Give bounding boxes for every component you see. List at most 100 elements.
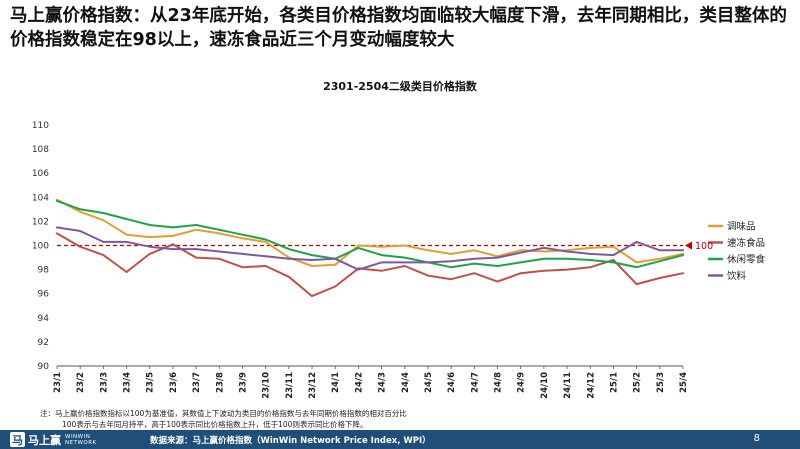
logo-icon: 马 xyxy=(10,432,25,447)
data-point xyxy=(56,232,58,235)
x-tick-label: 23/12 xyxy=(308,372,318,399)
data-point xyxy=(102,212,105,214)
data-point xyxy=(635,283,638,285)
x-tick-label: 24/6 xyxy=(447,372,457,393)
data-point xyxy=(380,254,383,257)
y-tick-label: 110 xyxy=(32,121,49,131)
data-point xyxy=(589,247,592,249)
data-point xyxy=(519,261,522,264)
data-point xyxy=(682,272,684,275)
footnote-line-1: 注：马上赢价格指数指标以100为基准值，其数值上下波动为类目的价格指数与去年同期… xyxy=(40,409,407,418)
page-number: 8 xyxy=(753,433,760,444)
data-point xyxy=(589,259,592,261)
x-tick-label: 23/11 xyxy=(285,372,295,399)
x-tick-label: 24/7 xyxy=(470,372,480,393)
x-tick-label: 24/5 xyxy=(424,372,434,393)
baseline-marker-icon xyxy=(685,241,692,250)
data-point xyxy=(496,280,499,283)
data-point xyxy=(264,240,267,243)
data-point xyxy=(311,295,313,298)
y-tick-label: 90 xyxy=(38,362,50,372)
data-point xyxy=(473,249,476,252)
data-point xyxy=(403,261,406,264)
data-point xyxy=(519,251,522,254)
data-point xyxy=(612,259,615,261)
data-point xyxy=(241,237,244,240)
data-point xyxy=(357,247,360,249)
data-point xyxy=(218,228,221,231)
data-point xyxy=(635,261,638,264)
x-tick-label: 23/7 xyxy=(192,372,202,393)
y-tick-label: 106 xyxy=(32,169,49,179)
series-line-休闲零食 xyxy=(56,199,684,269)
legend-label: 休闲零食 xyxy=(727,254,766,266)
data-point xyxy=(566,257,568,260)
x-tick-label: 23/9 xyxy=(238,372,248,393)
baseline-label: 100 xyxy=(695,241,713,252)
data-point xyxy=(218,232,221,235)
data-point xyxy=(334,285,337,288)
data-point xyxy=(450,278,453,281)
data-point xyxy=(403,244,406,247)
x-tick-label: 23/2 xyxy=(76,372,86,393)
data-point xyxy=(357,268,360,271)
data-point xyxy=(172,248,174,251)
data-point xyxy=(519,272,522,275)
data-point xyxy=(658,249,661,252)
data-point xyxy=(612,261,615,264)
y-tick-label: 94 xyxy=(38,314,50,324)
data-point xyxy=(218,257,221,260)
data-point xyxy=(264,255,267,258)
series-line-调味品 xyxy=(56,198,684,267)
data-point xyxy=(473,272,476,275)
data-point xyxy=(380,245,383,248)
data-point xyxy=(380,261,383,264)
line-chart: 90 92 94 96 98 100 102 104 106 108 110 23/1 23/2 23/3… xyxy=(32,121,766,399)
x-tick-label: 24/2 xyxy=(354,372,364,393)
footnote-line-2: 100表示与去年同月持平，高于100表示同比价格指数上升，低于100则表示同比价… xyxy=(62,420,368,429)
data-point xyxy=(241,253,244,255)
data-point xyxy=(612,245,615,248)
legend-label: 调味品 xyxy=(727,221,756,233)
data-point xyxy=(148,224,151,226)
data-point xyxy=(658,260,661,263)
data-point xyxy=(311,265,313,267)
logo-text: 马上赢 xyxy=(28,433,61,447)
x-tick-label: 25/2 xyxy=(633,372,643,393)
data-point xyxy=(287,275,290,278)
data-point xyxy=(56,200,58,202)
x-tick-label: 24/4 xyxy=(401,372,411,393)
data-point xyxy=(218,250,221,253)
data-point xyxy=(542,257,545,260)
data-point xyxy=(79,230,82,232)
y-tick-label: 100 xyxy=(32,242,49,252)
x-tick-label: 25/1 xyxy=(609,372,619,393)
data-point xyxy=(125,240,128,243)
data-point xyxy=(542,247,545,249)
data-point xyxy=(102,219,105,222)
data-point xyxy=(450,253,453,255)
data-point xyxy=(635,266,638,269)
data-point xyxy=(682,249,684,252)
x-tick-label: 24/11 xyxy=(563,372,573,399)
data-point xyxy=(427,249,429,252)
x-tick-label: 23/4 xyxy=(123,372,133,393)
data-point xyxy=(264,238,267,241)
data-point xyxy=(450,260,453,263)
data-point xyxy=(287,248,290,251)
y-tick-label: 92 xyxy=(38,338,49,348)
y-tick-label: 108 xyxy=(32,145,49,155)
data-point xyxy=(542,269,545,272)
data-point xyxy=(566,250,568,253)
y-tick-label: 104 xyxy=(32,193,49,203)
x-tick-label: 24/9 xyxy=(517,372,527,393)
data-point xyxy=(125,233,128,236)
data-point xyxy=(195,256,198,259)
logo-english: WINWIN NETWORK xyxy=(65,433,97,446)
data-point xyxy=(403,256,406,259)
data-point xyxy=(612,254,615,257)
x-tick-label: 24/3 xyxy=(378,372,388,393)
x-tick-label: 23/5 xyxy=(146,372,156,393)
data-point xyxy=(427,261,429,264)
data-source: 数据来源：马上赢价格指数（WinWin Network Price Index,… xyxy=(150,436,431,446)
